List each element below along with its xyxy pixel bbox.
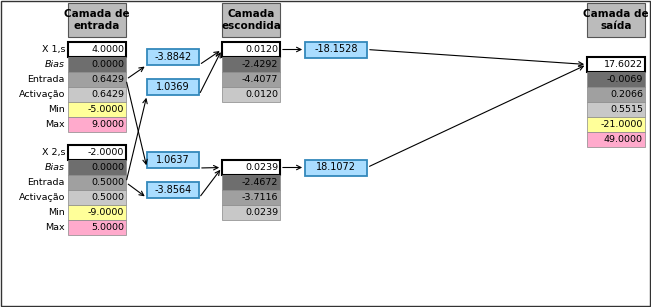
Bar <box>222 72 280 87</box>
Bar <box>68 145 126 160</box>
Text: -9.0000: -9.0000 <box>88 208 124 217</box>
Text: 17.6022: 17.6022 <box>604 60 643 69</box>
Text: -5.0000: -5.0000 <box>88 105 124 114</box>
Text: X 2,s: X 2,s <box>42 148 65 157</box>
Text: Camada de
entrada: Camada de entrada <box>64 9 130 31</box>
Bar <box>147 182 199 198</box>
Bar <box>222 57 280 72</box>
Text: -21.0000: -21.0000 <box>601 120 643 129</box>
Bar <box>305 160 367 176</box>
Text: Camada de
saída: Camada de saída <box>583 9 649 31</box>
Text: 0.0120: 0.0120 <box>245 90 278 99</box>
Bar <box>587 72 645 87</box>
Bar <box>222 175 280 190</box>
Text: Activação: Activação <box>19 193 65 202</box>
Bar <box>222 3 280 37</box>
Text: Min: Min <box>48 208 65 217</box>
Text: 9.0000: 9.0000 <box>91 120 124 129</box>
Text: 0.5515: 0.5515 <box>610 105 643 114</box>
Text: 4.0000: 4.0000 <box>91 45 124 54</box>
Bar <box>68 205 126 220</box>
Text: 0.5000: 0.5000 <box>91 193 124 202</box>
Text: Bias: Bias <box>45 60 65 69</box>
Bar <box>222 205 280 220</box>
Text: -3.7116: -3.7116 <box>242 193 278 202</box>
Text: 0.6429: 0.6429 <box>91 90 124 99</box>
Text: 49.0000: 49.0000 <box>604 135 643 144</box>
Text: -3.8564: -3.8564 <box>154 185 191 195</box>
Text: 0.2066: 0.2066 <box>610 90 643 99</box>
Bar <box>305 41 367 57</box>
Bar <box>68 87 126 102</box>
Text: -3.8842: -3.8842 <box>154 52 191 62</box>
Text: 0.0000: 0.0000 <box>91 60 124 69</box>
Text: -0.0069: -0.0069 <box>607 75 643 84</box>
Text: -4.4077: -4.4077 <box>242 75 278 84</box>
Text: Camada
escondida: Camada escondida <box>221 9 281 31</box>
Text: 0.0239: 0.0239 <box>245 208 278 217</box>
Bar <box>68 175 126 190</box>
Text: 1.0637: 1.0637 <box>156 155 190 165</box>
Text: 0.0000: 0.0000 <box>91 163 124 172</box>
Text: 18.1072: 18.1072 <box>316 162 356 173</box>
Bar <box>147 152 199 168</box>
Text: Max: Max <box>46 223 65 232</box>
Text: 0.0120: 0.0120 <box>245 45 278 54</box>
Text: 0.5000: 0.5000 <box>91 178 124 187</box>
Bar <box>587 87 645 102</box>
Bar <box>68 72 126 87</box>
Text: 0.0239: 0.0239 <box>245 163 278 172</box>
Text: Bias: Bias <box>45 163 65 172</box>
Bar <box>147 79 199 95</box>
Bar <box>587 132 645 147</box>
Text: -2.0000: -2.0000 <box>88 148 124 157</box>
Text: -2.4672: -2.4672 <box>242 178 278 187</box>
Text: Max: Max <box>46 120 65 129</box>
Text: Entrada: Entrada <box>27 75 65 84</box>
Bar <box>68 117 126 132</box>
Text: Activação: Activação <box>19 90 65 99</box>
Bar <box>587 57 645 72</box>
Bar <box>68 220 126 235</box>
Bar <box>222 42 280 57</box>
Bar <box>222 190 280 205</box>
Text: 5.0000: 5.0000 <box>91 223 124 232</box>
Text: -18.1528: -18.1528 <box>314 45 358 55</box>
Bar <box>68 57 126 72</box>
Bar <box>222 87 280 102</box>
Bar <box>68 42 126 57</box>
Bar <box>587 3 645 37</box>
Bar <box>68 190 126 205</box>
Text: Entrada: Entrada <box>27 178 65 187</box>
Bar <box>68 3 126 37</box>
Text: Min: Min <box>48 105 65 114</box>
Bar <box>68 160 126 175</box>
Bar <box>147 49 199 65</box>
Text: 0.6429: 0.6429 <box>91 75 124 84</box>
Text: -2.4292: -2.4292 <box>242 60 278 69</box>
Bar <box>68 102 126 117</box>
Bar <box>587 102 645 117</box>
Bar <box>222 160 280 175</box>
Text: X 1,s: X 1,s <box>42 45 65 54</box>
Text: 1.0369: 1.0369 <box>156 82 190 92</box>
Bar <box>587 117 645 132</box>
